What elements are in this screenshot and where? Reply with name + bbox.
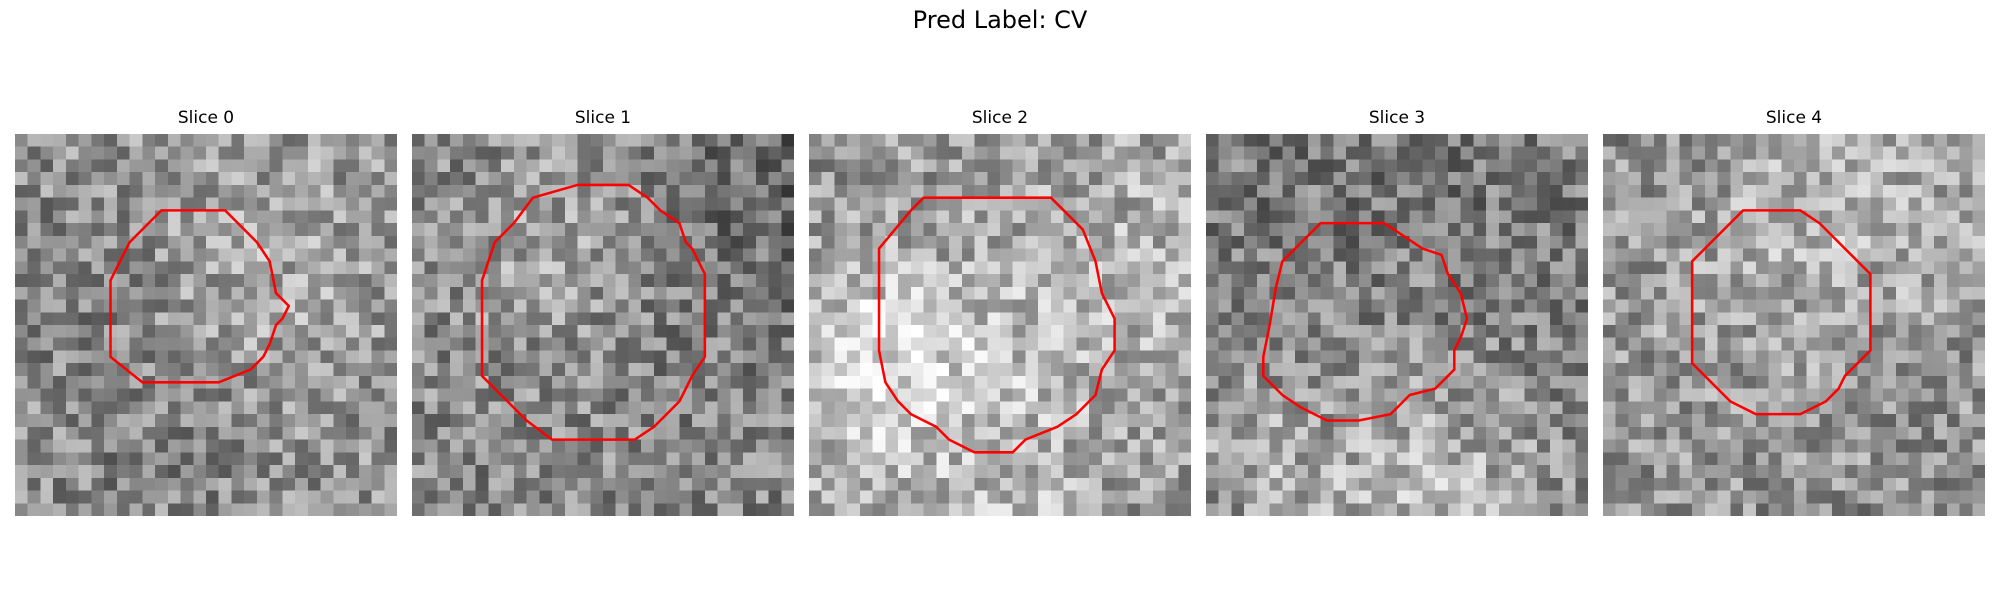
contour-overlay-2	[809, 134, 1191, 516]
slice-panel-4	[1603, 134, 1985, 516]
contour-overlay-0	[15, 134, 397, 516]
contour-overlay-4	[1603, 134, 1985, 516]
slice-panel-0	[15, 134, 397, 516]
slice-panel-3	[1206, 134, 1588, 516]
segmentation-contour-2	[879, 198, 1115, 453]
slice-panel-2	[809, 134, 1191, 516]
slice-title-0: Slice 0	[15, 108, 397, 128]
slice-title-4: Slice 4	[1603, 108, 1985, 128]
segmentation-contour-0	[111, 210, 289, 382]
segmentation-contour-3	[1263, 223, 1467, 420]
contour-overlay-1	[412, 134, 794, 516]
segmentation-contour-1	[482, 185, 705, 440]
contour-overlay-3	[1206, 134, 1588, 516]
slice-title-3: Slice 3	[1206, 108, 1588, 128]
slice-title-1: Slice 1	[412, 108, 794, 128]
figure-title: Pred Label: CV	[0, 6, 2000, 34]
slice-panel-1	[412, 134, 794, 516]
slice-title-2: Slice 2	[809, 108, 1191, 128]
segmentation-contour-4	[1692, 210, 1870, 414]
